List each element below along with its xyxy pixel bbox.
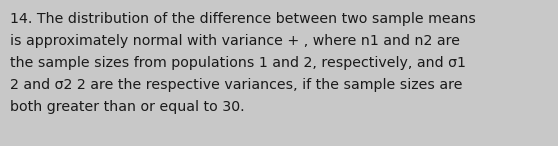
- Text: 14. The distribution of the difference between two sample means: 14. The distribution of the difference b…: [10, 12, 476, 26]
- Text: 2 and σ2 2 are the respective variances, if the sample sizes are: 2 and σ2 2 are the respective variances,…: [10, 78, 463, 92]
- Text: the sample sizes from populations 1 and 2, respectively, and σ1: the sample sizes from populations 1 and …: [10, 56, 466, 70]
- Text: is approximately normal with variance + , where n1 and n2 are: is approximately normal with variance + …: [10, 34, 460, 48]
- Text: both greater than or equal to 30.: both greater than or equal to 30.: [10, 100, 244, 114]
